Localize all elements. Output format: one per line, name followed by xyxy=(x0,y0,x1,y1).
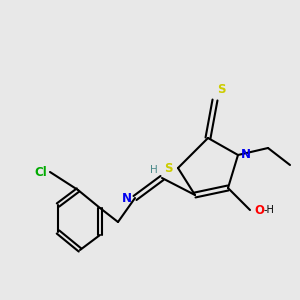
Text: S: S xyxy=(217,83,226,96)
Text: H: H xyxy=(150,165,158,175)
Text: Cl: Cl xyxy=(34,166,47,178)
Text: O: O xyxy=(254,203,264,217)
Text: S: S xyxy=(164,161,173,175)
Text: -H: -H xyxy=(264,205,275,215)
Text: N: N xyxy=(122,191,132,205)
Text: N: N xyxy=(241,148,251,161)
